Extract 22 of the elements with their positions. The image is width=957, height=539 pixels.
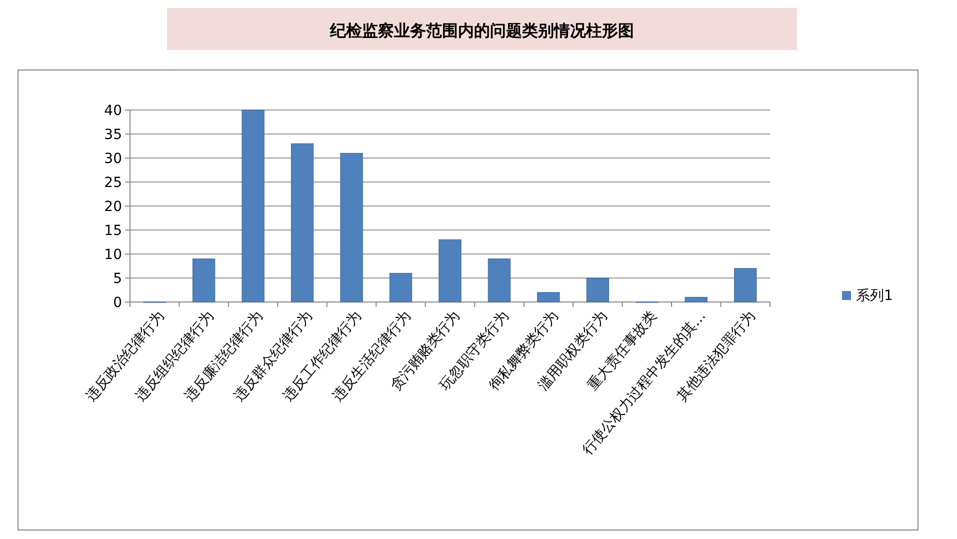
y-tick-label: 40 bbox=[104, 103, 122, 119]
y-tick-label: 30 bbox=[104, 151, 122, 167]
bar bbox=[537, 292, 560, 302]
bar bbox=[684, 296, 708, 302]
bar bbox=[586, 278, 610, 302]
bar bbox=[389, 272, 412, 302]
y-tick-label: 35 bbox=[104, 127, 122, 143]
bar bbox=[192, 258, 216, 302]
y-tick-label: 5 bbox=[113, 271, 122, 287]
y-tick-label: 25 bbox=[104, 175, 122, 191]
bar bbox=[488, 258, 511, 302]
legend-label: 系列1 bbox=[856, 288, 893, 304]
y-tick-label: 10 bbox=[104, 247, 122, 263]
y-tick-label: 15 bbox=[104, 223, 122, 239]
chart-title: 纪检监察业务范围内的问题类别情况柱形图 bbox=[329, 21, 634, 40]
bar bbox=[242, 110, 264, 302]
y-tick-label: 20 bbox=[104, 199, 122, 215]
bar bbox=[438, 239, 462, 302]
bar bbox=[290, 143, 314, 302]
bar bbox=[340, 152, 363, 302]
bar bbox=[734, 268, 757, 302]
y-tick-label: 0 bbox=[113, 295, 122, 311]
